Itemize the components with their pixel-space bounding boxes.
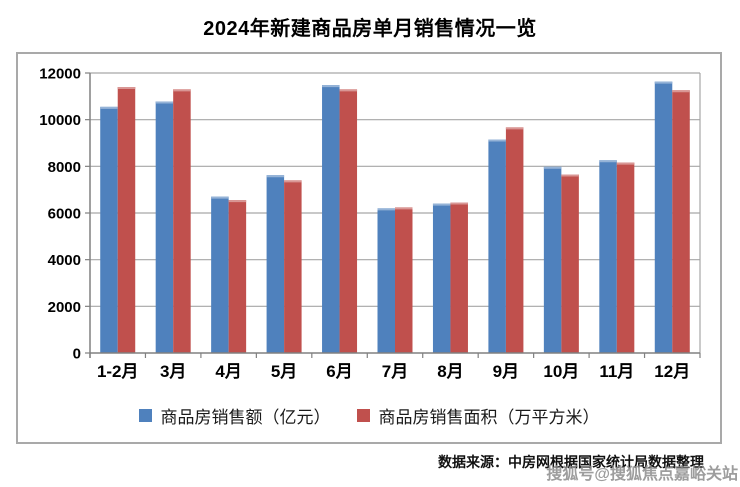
y-tick-label: 4000: [48, 252, 81, 269]
bar-sales-area: [395, 207, 413, 353]
bar-sales-amount: [100, 106, 118, 353]
chart-container: 0 2000 4000 6000 8000 10000 12000 1-2月 3月 4月 5月 6月 7…: [16, 52, 722, 444]
bar-sales-amount: [488, 139, 506, 353]
bar-sales-amount: [432, 203, 451, 353]
legend-label-sales-area: 商品房销售面积（万平方米）: [378, 408, 600, 427]
x-category-label: 6月: [326, 362, 352, 381]
bar-sales-area: [672, 90, 690, 353]
bar-sales-area: [173, 89, 191, 354]
bar-sales-amount: [211, 196, 229, 353]
bar-sales-amount: [599, 160, 617, 353]
x-category-label: 9月: [493, 362, 519, 381]
legend-item-sales-area: 商品房销售面积（万平方米）: [356, 403, 600, 428]
y-tick-label: 2000: [48, 299, 81, 316]
bar-sales-area: [339, 89, 358, 354]
y-tick-label: 6000: [48, 206, 81, 223]
bar-sales-amount: [654, 81, 673, 353]
chart-legend: 商品房销售额（亿元） 商品房销售面积（万平方米）: [18, 403, 720, 428]
bar-sales-area: [561, 174, 579, 353]
bar-sales-area: [284, 180, 302, 353]
x-category-label: 12月: [654, 362, 690, 381]
x-category-label: 7月: [382, 362, 408, 381]
y-tick-label: 8000: [48, 159, 81, 176]
x-category-label: 8月: [437, 362, 463, 381]
x-category-label: 1-2月: [97, 362, 139, 381]
legend-swatch-area-icon: [356, 409, 370, 422]
bar-sales-area: [228, 200, 247, 353]
bar-chart: 0 2000 4000 6000 8000 10000 12000 1-2月 3月 4月 5月 6月 7…: [39, 66, 701, 381]
legend-label-sales-amount: 商品房销售额（亿元）: [160, 408, 331, 427]
data-source-note: 数据来源：中房网根据国家统计局数据整理: [438, 454, 704, 470]
bar-sales-area: [616, 162, 635, 353]
x-category-label: 5月: [271, 362, 297, 381]
x-category-label: 4月: [215, 362, 241, 381]
y-tick-label: 10000: [39, 112, 81, 129]
bar-sales-area: [505, 127, 524, 353]
y-tick-label: 0: [73, 346, 81, 363]
y-tick-label: 12000: [39, 66, 81, 83]
legend-swatch-amount-icon: [138, 409, 152, 422]
watermark: 搜狐号@搜狐焦点嘉峪关站: [546, 466, 738, 483]
page-title: 2024年新建商品房单月销售情况一览: [203, 18, 537, 40]
bar-sales-amount: [322, 85, 340, 353]
legend-item-sales-amount: 商品房销售额（亿元）: [138, 403, 331, 428]
bar-sales-amount: [377, 208, 395, 353]
bar-sales-amount: [543, 166, 562, 353]
bar-sales-amount: [155, 101, 174, 353]
bar-sales-amount: [266, 175, 285, 353]
x-category-label: 11月: [599, 362, 634, 381]
bar-sales-area: [117, 87, 136, 353]
x-category-label: 3月: [160, 362, 186, 381]
bar-sales-area: [450, 202, 468, 353]
x-category-label: 10月: [543, 362, 579, 381]
